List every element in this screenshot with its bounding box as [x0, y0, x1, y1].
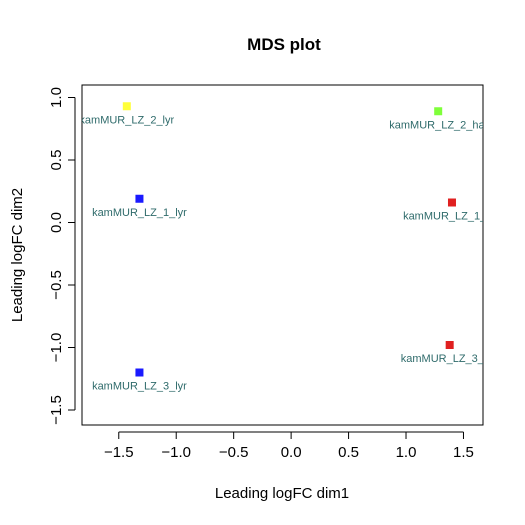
data-point-label: kamMUR_LZ_2_hal — [389, 119, 487, 131]
y-tick-label: −1.5 — [48, 395, 65, 425]
x-tick-label: 0.5 — [338, 444, 359, 461]
data-point-label: kamMUR_LZ_1_hal — [403, 211, 501, 223]
y-tick-label: −1.0 — [48, 333, 65, 363]
x-axis: −1.5 −1.0 −0.5 0.0 0.5 1.0 1.5 — [104, 432, 474, 461]
y-tick-label: −0.5 — [48, 270, 65, 300]
x-tick-label: −1.5 — [104, 444, 134, 461]
chart-title: MDS plot — [247, 35, 321, 54]
data-point-label: kamMUR_LZ_1_lyr — [92, 207, 187, 219]
y-tick-label: 0.5 — [48, 150, 65, 171]
data-point — [135, 195, 143, 203]
y-axis-label: Leading logFC dim2 — [9, 188, 26, 322]
x-tick-label: −0.5 — [219, 444, 249, 461]
data-point — [448, 199, 456, 207]
x-tick-label: 0.0 — [281, 444, 302, 461]
data-point-label: kamMUR_LZ_3_hal — [401, 353, 499, 365]
data-point-label: kamMUR_LZ_2_lyr — [79, 114, 174, 126]
x-tick-label: −1.0 — [161, 444, 191, 461]
data-point — [135, 369, 143, 377]
x-axis-label: Leading logFC dim1 — [215, 485, 349, 502]
data-point — [446, 341, 454, 349]
y-tick-label: 0.0 — [48, 212, 65, 233]
y-tick-label: 1.0 — [48, 87, 65, 108]
data-points: kamMUR_LZ_2_lyr kamMUR_LZ_2_hal kamMUR_LZ_… — [79, 102, 500, 392]
y-axis: −1.5 −1.0 −0.5 0.0 0.5 1.0 — [48, 87, 75, 425]
x-tick-label: 1.5 — [453, 444, 474, 461]
data-point — [123, 102, 131, 110]
data-point — [434, 107, 442, 115]
x-tick-label: 1.0 — [396, 444, 417, 461]
data-point-label: kamMUR_LZ_3_lyr — [92, 381, 187, 393]
